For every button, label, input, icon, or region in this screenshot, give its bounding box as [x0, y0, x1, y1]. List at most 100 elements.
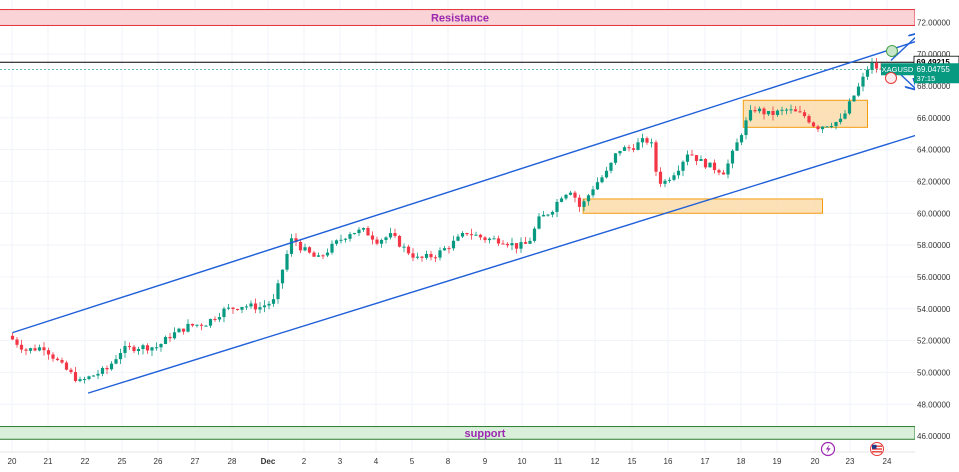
buy-circle-icon[interactable]	[887, 46, 898, 57]
candle-body	[204, 326, 207, 327]
candle-body	[834, 122, 837, 126]
candle-body	[627, 147, 630, 148]
candle-body	[663, 181, 666, 184]
x-tick-label: 10	[518, 457, 527, 466]
candle-body	[749, 110, 752, 120]
countdown-label: 37:15	[917, 74, 936, 83]
candle-body	[402, 247, 405, 248]
candle-body	[479, 235, 482, 238]
candle-body	[654, 142, 657, 171]
candle-body	[803, 112, 806, 116]
candle-body	[641, 138, 644, 142]
candle-body	[744, 120, 747, 135]
candle-body	[240, 307, 243, 310]
candle-body	[51, 354, 54, 358]
candle-body	[236, 309, 239, 310]
candle-body	[578, 198, 581, 207]
candle-body	[420, 257, 423, 258]
candle-body	[609, 163, 612, 171]
x-tick-label: 25	[118, 457, 127, 466]
candle-body	[524, 242, 527, 244]
candle-body	[555, 202, 558, 212]
candle-body	[290, 238, 293, 254]
candle-body	[56, 359, 59, 360]
candle-body	[632, 148, 635, 150]
candle-body	[843, 114, 846, 119]
candle-body	[83, 379, 86, 380]
candle-body	[173, 332, 176, 338]
y-tick-label: 68.00000	[917, 82, 951, 91]
candle-body	[195, 325, 198, 326]
candle-body	[254, 303, 257, 309]
x-tick-label: 11	[554, 457, 563, 466]
candle-body	[339, 240, 342, 241]
candle-body	[258, 307, 261, 309]
candle-body	[681, 162, 684, 171]
candle-body	[411, 253, 414, 257]
candle-body	[101, 368, 104, 374]
x-tick-label: 12	[591, 457, 600, 466]
x-tick-label: 26	[154, 457, 163, 466]
flag-icon[interactable]	[871, 443, 884, 456]
candle-body	[312, 253, 315, 257]
lightning-icon[interactable]	[822, 443, 835, 456]
candle-body	[614, 153, 617, 162]
x-tick-label: 4	[374, 457, 379, 466]
candle-body	[771, 111, 774, 115]
candle-body	[330, 244, 333, 253]
candle-body	[11, 336, 14, 340]
candle-body	[92, 376, 95, 377]
candle-body	[344, 239, 347, 240]
candle-body	[321, 255, 324, 256]
candle-body	[488, 239, 491, 240]
candle-body	[434, 257, 437, 258]
candle-body	[425, 254, 428, 258]
candle-body	[857, 87, 860, 96]
candle-body	[708, 163, 711, 168]
candle-body	[668, 180, 671, 181]
candle-body	[362, 228, 365, 230]
candle-body	[384, 237, 387, 240]
candle-body	[137, 349, 140, 351]
x-tick-label: 24	[883, 457, 892, 466]
candle-body	[528, 241, 531, 244]
candle-body	[767, 111, 770, 114]
candle-body	[96, 374, 99, 376]
candle-body	[591, 189, 594, 195]
y-tick-label: 46.00000	[917, 432, 951, 441]
candle-body	[717, 170, 720, 172]
candle-body	[132, 347, 135, 351]
candle-body	[164, 337, 167, 344]
candle-body	[492, 238, 495, 239]
candle-body	[308, 247, 311, 252]
candle-body	[789, 109, 792, 110]
y-tick-label: 48.00000	[917, 400, 951, 409]
candle-body	[452, 241, 455, 249]
candle-body	[875, 63, 878, 69]
candle-body	[776, 111, 779, 115]
candle-body	[33, 348, 36, 350]
candle-body	[848, 101, 851, 113]
resistance-label: Resistance	[431, 13, 489, 25]
candle-body	[456, 237, 459, 241]
y-tick-label: 56.00000	[917, 273, 951, 282]
candle-body	[758, 109, 761, 112]
candle-body	[348, 234, 351, 239]
candle-body	[704, 159, 707, 167]
candle-body	[128, 346, 131, 347]
sell-circle-icon[interactable]	[886, 73, 897, 84]
candle-body	[47, 350, 50, 354]
candle-body	[326, 253, 329, 256]
candle-body	[78, 379, 81, 381]
candle-body	[762, 109, 765, 115]
candle-body	[366, 228, 369, 235]
candle-body	[150, 347, 153, 350]
candle-body	[564, 195, 567, 199]
x-tick-label: 15	[628, 457, 637, 466]
candle-body	[20, 345, 23, 350]
candle-body	[249, 303, 252, 306]
candle-body	[839, 119, 842, 122]
support-zone[interactable]	[0, 427, 915, 440]
